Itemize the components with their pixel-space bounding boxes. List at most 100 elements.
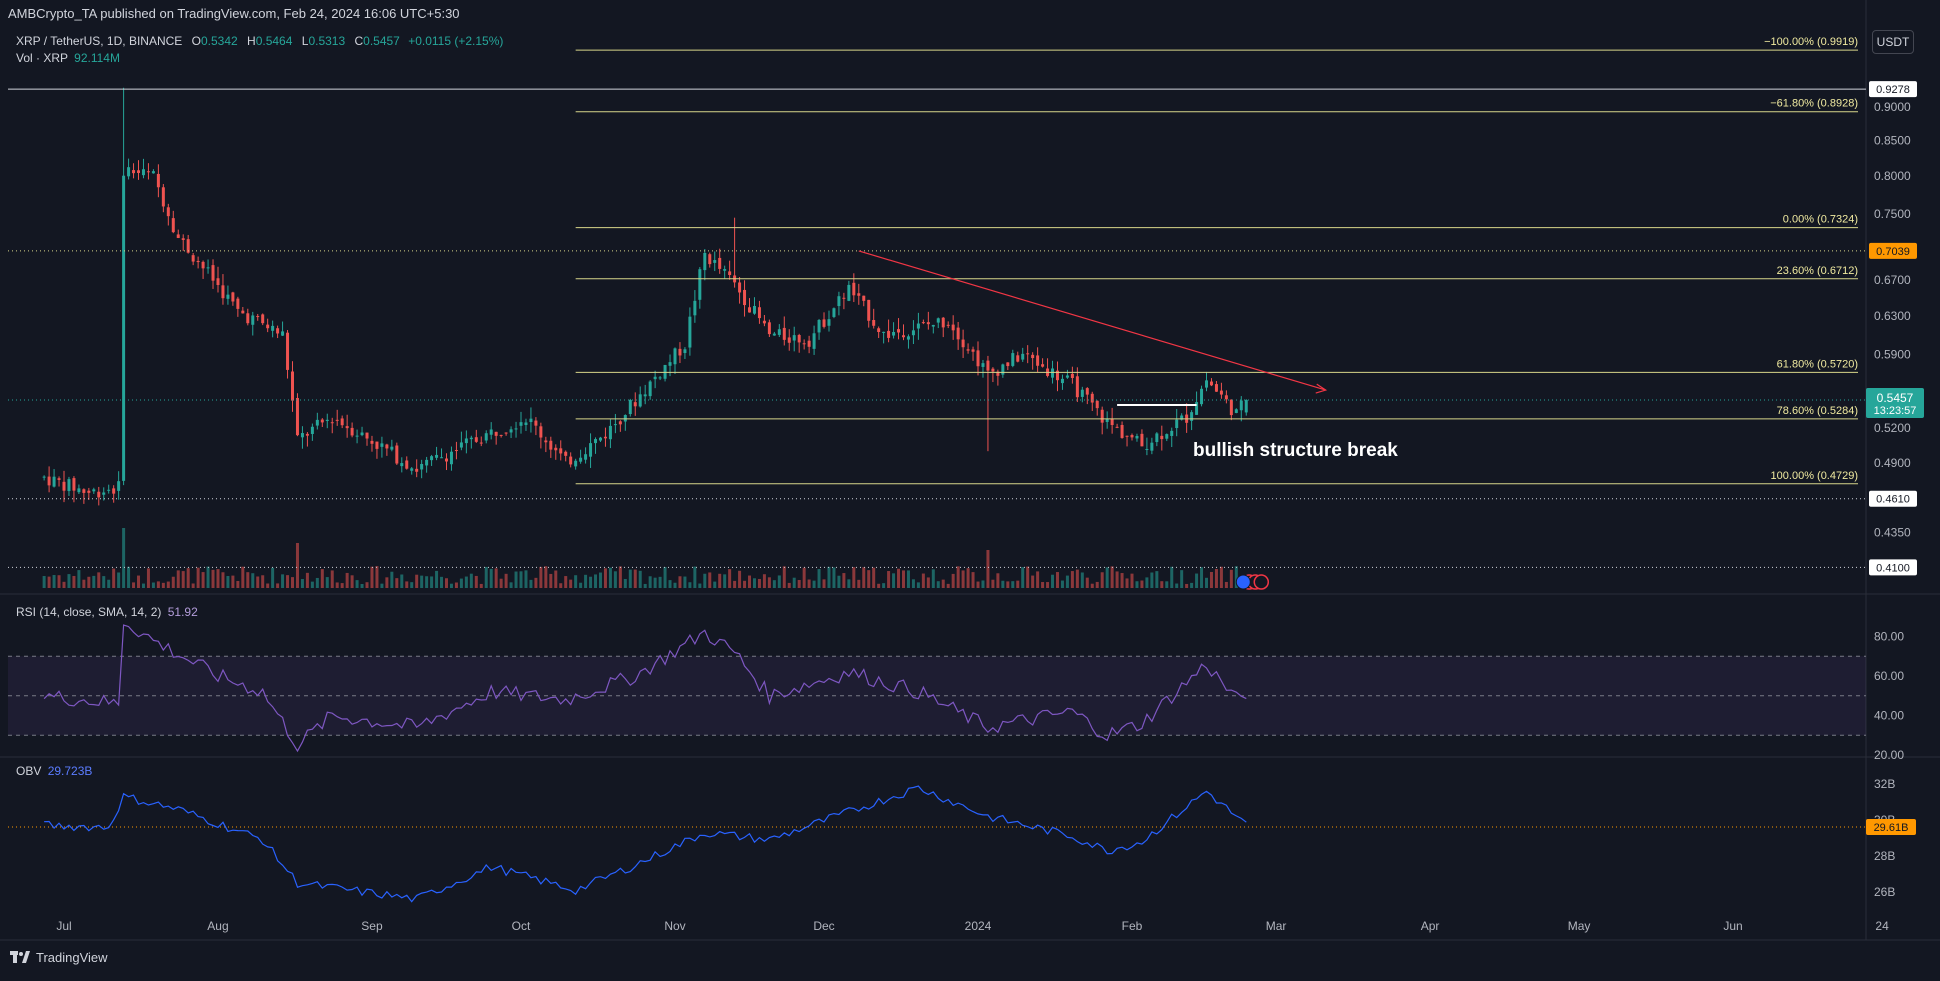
candle-body — [633, 402, 637, 407]
volume-bar — [1150, 572, 1154, 588]
volume-bar — [574, 575, 578, 588]
candle-body — [797, 334, 801, 343]
volume-bar — [767, 577, 771, 588]
candle-body — [837, 296, 841, 307]
volume-bar — [201, 572, 205, 588]
candle-body — [1110, 418, 1114, 426]
volume-bar — [176, 570, 180, 588]
level-badge-label: 0.9278 — [1876, 84, 1910, 96]
volume-bar — [673, 582, 677, 588]
volume-bar — [271, 567, 275, 588]
volume-label[interactable]: Vol · XRP — [16, 51, 68, 65]
candle-body — [57, 478, 61, 480]
volume-bar — [77, 570, 81, 588]
countdown-label: 13:23:57 — [1874, 405, 1917, 417]
volume-bar — [191, 583, 195, 588]
price-axis-tick-label: 0.8500 — [1874, 133, 1911, 147]
volume-bar — [1011, 581, 1015, 588]
volume-bar — [459, 578, 463, 588]
candle-body — [857, 293, 861, 296]
volume-bar — [837, 575, 841, 588]
volume-legend: Vol · XRP 92.114M — [16, 51, 120, 65]
volume-bar — [494, 568, 498, 588]
volume-bar — [206, 566, 210, 588]
volume-bar — [718, 573, 722, 588]
candle-body — [1090, 393, 1094, 403]
volume-bar — [678, 576, 682, 588]
time-axis-tick-label: Apr — [1421, 919, 1440, 933]
candle-body — [196, 260, 200, 263]
volume-bar — [1041, 582, 1045, 588]
volume-bar — [827, 566, 831, 588]
obv-title[interactable]: OBV — [16, 764, 42, 778]
candle-body — [524, 422, 528, 425]
candle-body — [241, 310, 245, 314]
candle-body — [295, 398, 299, 436]
symbol-title[interactable]: XRP / TetherUS, 1D, BINANCE — [16, 34, 183, 48]
rsi-title[interactable]: RSI (14, close, SMA, 14, 2) — [16, 605, 162, 619]
candle-body — [1041, 364, 1045, 367]
volume-bar — [251, 573, 255, 588]
volume-bar — [221, 572, 225, 588]
volume-bar — [777, 575, 781, 588]
volume-bar — [966, 568, 970, 588]
candle-body — [757, 307, 761, 319]
volume-bar — [882, 583, 886, 588]
volume-bar — [703, 573, 707, 588]
candle-body — [1155, 433, 1159, 443]
volume-bar — [981, 580, 985, 588]
volume-bar — [464, 576, 468, 588]
ohlc-low-label: L — [301, 34, 309, 48]
volume-bar — [1165, 581, 1169, 588]
candle-body — [291, 371, 295, 401]
volume-bar — [931, 569, 935, 588]
candle-body — [156, 173, 160, 188]
volume-bar — [42, 576, 46, 588]
obv-level-badge-label: 29.61B — [1874, 822, 1909, 834]
volume-bar — [1155, 571, 1159, 588]
candle-body — [1200, 388, 1204, 405]
candle-body — [509, 429, 513, 433]
candle-body — [663, 364, 667, 379]
volume-bar — [295, 543, 299, 588]
volume-bar — [87, 576, 91, 588]
candle-body — [1190, 412, 1194, 421]
candle-body — [653, 376, 657, 380]
volume-bar — [986, 550, 990, 588]
volume-bar — [638, 570, 642, 588]
volume-bar — [996, 573, 1000, 588]
volume-bar — [812, 580, 816, 588]
candle-body — [877, 328, 881, 333]
volume-bar — [633, 569, 637, 588]
candle-body — [1165, 434, 1169, 439]
volume-bar — [127, 566, 131, 588]
volume-bar — [688, 582, 692, 588]
candle-body — [107, 489, 111, 491]
volume-bar — [330, 570, 334, 588]
volume-bar — [1145, 577, 1149, 588]
volume-bar — [1140, 580, 1144, 588]
candle-body — [320, 419, 324, 423]
candle-body — [400, 463, 404, 467]
candle-body — [623, 415, 627, 422]
volume-bar — [519, 571, 523, 588]
symbol-legend: XRP / TetherUS, 1D, BINANCE 2024-02-24 O… — [16, 34, 503, 48]
volume-bar — [469, 573, 473, 588]
volume-bar — [380, 583, 384, 588]
volume-bar — [504, 573, 508, 588]
candle-body — [1016, 355, 1020, 362]
candle-body — [102, 492, 106, 495]
candle-body — [921, 322, 925, 324]
volume-bar — [102, 576, 106, 588]
candle-body — [454, 450, 458, 452]
volume-bar — [132, 582, 136, 588]
currency-unit-button[interactable]: USDT — [1872, 30, 1914, 54]
volume-bar — [171, 576, 175, 588]
volume-bar — [971, 572, 975, 588]
footer-brand[interactable]: TradingView — [10, 950, 108, 965]
candle-body — [345, 426, 349, 429]
volume-bar — [857, 579, 861, 588]
volume-bar — [1185, 583, 1189, 588]
volume-bar — [782, 566, 786, 588]
